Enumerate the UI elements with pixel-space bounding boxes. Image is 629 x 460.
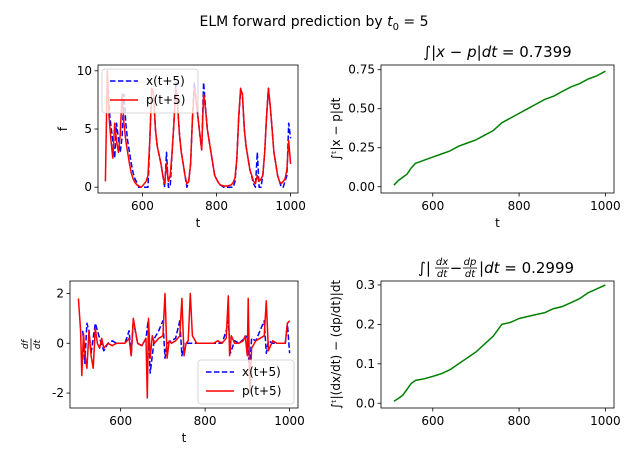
x-tick-label: 1000	[590, 199, 621, 213]
title-frac-den: dt	[465, 269, 476, 280]
y-tick-label: 0.75	[348, 63, 375, 77]
x-tick-label: 600	[131, 199, 154, 213]
y-label-denominator: dt	[33, 339, 43, 349]
title-frac-num: dp	[464, 257, 477, 268]
x-tick-label: 600	[421, 414, 444, 428]
x-tick-label: 600	[421, 199, 444, 213]
y-tick-label: 2	[56, 286, 64, 300]
y-tick-label: 0.00	[348, 180, 375, 194]
x-axis-label: t	[196, 216, 201, 230]
y-tick-label: 0.50	[348, 102, 375, 116]
x-tick-label: 1000	[590, 414, 621, 428]
x-tick-label: 1000	[274, 414, 305, 428]
title-minus: −	[450, 259, 463, 277]
x-tick-label: 600	[109, 414, 132, 428]
plot-frame	[69, 280, 299, 409]
y-tick-label: 0.1	[356, 357, 375, 371]
y-tick-label: 0	[56, 336, 64, 350]
legend: x(t+5) p(t+5)	[101, 68, 199, 114]
plot-frame	[380, 280, 615, 409]
legend: x(t+5) p(t+5)	[197, 359, 295, 405]
chart-title: ∫|x − p|dt = 0.7399	[423, 43, 571, 61]
y-tick-label: -2	[52, 386, 64, 400]
legend-label: p(t+5)	[146, 93, 185, 107]
x-tick-label: 800	[508, 414, 531, 428]
series-line-cumulative	[393, 284, 606, 402]
chart-bottom-left: 600 800 1000 -2 0 2 t df dt x(t+5) p(t+5)	[21, 280, 305, 445]
y-tick-label: 5	[84, 122, 92, 136]
y-tick-label: 0.3	[356, 278, 375, 292]
title-frac-den: dt	[437, 269, 448, 280]
y-axis-label: f	[56, 126, 70, 131]
x-tick-label: 800	[205, 199, 228, 213]
figure-suptitle: ELM forward prediction by t0 = 5	[199, 14, 428, 33]
legend-box	[197, 359, 295, 405]
x-tick-label: 1000	[275, 199, 306, 213]
chart-bottom-right: 600 800 1000 0.0 0.1 0.2 0.3 ∫ᵗ|(dx/dt) − (dp/d…	[329, 257, 621, 428]
title-rest: |dt = 0.2999	[479, 259, 574, 277]
title-integral: ∫|	[418, 259, 431, 277]
y-tick-label: 0.25	[348, 141, 375, 155]
legend-label: x(t+5)	[146, 74, 185, 88]
legend-label: x(t+5)	[242, 365, 281, 379]
y-axis-label: df dt	[21, 338, 43, 351]
y-label-numerator: df	[21, 338, 31, 349]
x-axis-label: t	[495, 216, 500, 230]
x-tick-label: 800	[508, 199, 531, 213]
y-axis-label: ∫ᵗ|x − p|dt	[329, 97, 343, 160]
chart-top-left: 600 800 1000 0 5 10 t f x(t+5) p(t+5)	[56, 64, 306, 230]
y-tick-label: 0	[84, 180, 92, 194]
series-line-cumulative	[393, 70, 606, 186]
y-tick-label: 0.0	[356, 396, 375, 410]
title-frac-num: dx	[436, 257, 448, 268]
series-line-xt	[81, 320, 291, 374]
chart-top-right: 600 800 1000 0.00 0.25 0.50 0.75 t ∫ᵗ|x − p|dt ∫|…	[329, 43, 621, 230]
legend-box	[101, 68, 199, 114]
x-axis-label: t	[182, 431, 187, 445]
y-axis-label: ∫ᵗ|(dx/dt) − (dp/dt)|dt	[329, 280, 343, 410]
y-tick-label: 0.2	[356, 317, 375, 331]
legend-label: p(t+5)	[242, 384, 281, 398]
plot-frame	[380, 64, 615, 194]
x-tick-label: 800	[194, 414, 217, 428]
y-tick-label: 10	[77, 64, 92, 78]
